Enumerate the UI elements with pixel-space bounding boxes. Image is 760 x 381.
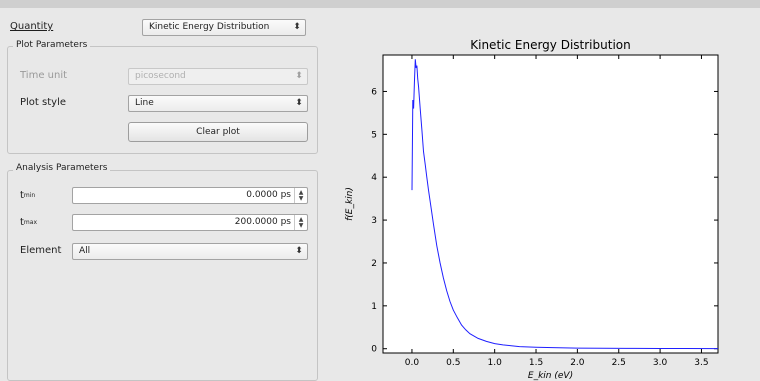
y-tick-label: 6 xyxy=(371,87,377,97)
x-tick-label: 0.5 xyxy=(446,358,460,368)
x-tick-label: 3.0 xyxy=(653,358,668,368)
x-tick-label: 3.5 xyxy=(694,358,708,368)
tmin-spinbox[interactable]: 0.0000 ps ▲ ▼ xyxy=(72,187,308,204)
quantity-label-text: Quantity xyxy=(10,21,54,32)
select-arrows-icon: ⬍ xyxy=(295,98,303,108)
x-axis-label: E_kin (eV) xyxy=(528,371,573,381)
y-axis-label: f(E_kin) xyxy=(345,187,355,221)
time-unit-select[interactable]: picosecond ⬍ xyxy=(128,68,308,85)
quantity-select-value: Kinetic Energy Distribution xyxy=(149,22,270,32)
tmax-spinbox[interactable]: 200.0000 ps ▲ ▼ xyxy=(72,214,308,231)
element-label: Element xyxy=(20,245,61,256)
select-arrows-icon: ⬍ xyxy=(295,246,303,256)
y-tick-label: 0 xyxy=(371,345,377,355)
tmin-label-main: t xyxy=(20,190,24,201)
plot-style-select[interactable]: Line ⬍ xyxy=(128,95,308,112)
tmin-label: t min xyxy=(20,190,35,201)
quantity-label: Quantity xyxy=(10,21,53,32)
select-arrows-icon: ⬍ xyxy=(295,71,303,81)
y-tick-label: 4 xyxy=(371,173,377,183)
y-tick-label: 2 xyxy=(371,259,377,269)
time-unit-label-text: Time unit xyxy=(20,70,68,81)
analysis-parameters-title: Analysis Parameters xyxy=(13,163,111,173)
x-tick-label: 2.5 xyxy=(612,358,626,368)
time-unit-label: Time unit xyxy=(20,70,67,81)
element-select[interactable]: All ⬍ xyxy=(72,243,308,260)
tmin-label-sub: min xyxy=(23,192,36,199)
plot-style-label: Plot style xyxy=(20,97,66,108)
element-select-value: All xyxy=(79,246,91,256)
plot-style-label-text: Plot style xyxy=(20,97,67,108)
y-tick-label: 1 xyxy=(371,302,377,312)
plot-frame xyxy=(382,54,719,354)
quantity-select[interactable]: Kinetic Energy Distribution ⬍ xyxy=(142,19,306,36)
tmax-label-main: t xyxy=(20,217,24,228)
spin-arrows-icon[interactable]: ▲ ▼ xyxy=(294,215,307,230)
tmax-value: 200.0000 ps xyxy=(234,217,291,227)
time-unit-select-value: picosecond xyxy=(135,71,186,81)
window-top-strip xyxy=(0,0,760,8)
x-tick-label: 1.5 xyxy=(529,358,543,368)
element-label-text: Element xyxy=(20,245,62,256)
clear-plot-button[interactable]: Clear plot xyxy=(128,122,308,142)
plot-parameters-group xyxy=(7,46,318,154)
x-tick-label: 2.0 xyxy=(570,358,585,368)
plot-parameters-title: Plot Parameters xyxy=(13,40,91,50)
tmin-value: 0.0000 ps xyxy=(246,190,291,200)
chart-title: Kinetic Energy Distribution xyxy=(470,38,630,52)
plot-style-select-value: Line xyxy=(135,98,154,108)
x-tick-label: 1.0 xyxy=(488,358,503,368)
y-tick-label: 3 xyxy=(371,216,377,226)
x-tick-label: 0.0 xyxy=(405,358,420,368)
spin-arrows-icon[interactable]: ▲ ▼ xyxy=(294,188,307,203)
tmax-label-sub: max xyxy=(23,219,37,226)
clear-plot-label: Clear plot xyxy=(196,127,240,137)
series-line xyxy=(411,59,719,350)
select-arrows-icon: ⬍ xyxy=(293,22,301,32)
y-tick-label: 5 xyxy=(371,130,377,140)
tmax-label: t max xyxy=(20,217,37,228)
